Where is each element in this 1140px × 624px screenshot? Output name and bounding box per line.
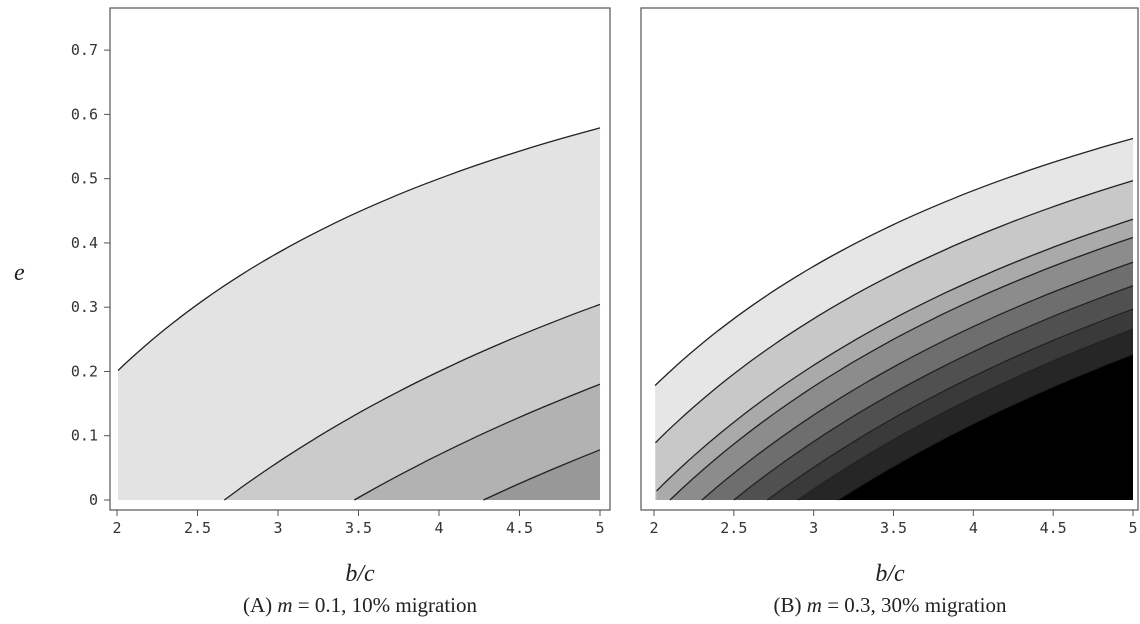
panel-b: 2 2.5 3 3.5 4 4.5 5 b/c (B) m = 0.3, 30% migra… (640, 7, 1139, 617)
x-tick-label-a-4: 4 (434, 519, 443, 537)
y-tick-label-3: 0.3 (71, 298, 98, 316)
x-tick-label-a-2: 3 (273, 519, 282, 537)
x-tick-label-b-5: 4.5 (1040, 519, 1067, 537)
contour-lines-b (654, 137, 1134, 501)
x-tick-label-a-5: 4.5 (506, 519, 533, 537)
y-tick-label-5: 0.5 (71, 170, 98, 188)
panel-a: 2 2.5 3 3.5 4 4.5 5 0 0.1 0.2 0.3 0.4 0.5 0.6 0.7 e b… (14, 7, 611, 617)
contour-band-a-3 (354, 384, 600, 500)
caption-a-prefix: (A) (243, 593, 277, 617)
contour-line-b-7 (767, 308, 1134, 501)
contour-line-b-6 (733, 285, 1134, 501)
x-ticks-a: 2 2.5 3 3.5 4 4.5 5 (112, 510, 605, 537)
contour-line-b-8 (797, 328, 1134, 501)
plot-frame-b (640, 7, 1139, 511)
contour-line-a-1 (117, 127, 601, 371)
x-tick-label-b-0: 2 (649, 519, 658, 537)
y-tick-label-1: 0.1 (71, 427, 98, 445)
contour-line-b-4 (669, 236, 1134, 501)
contour-line-b-9 (837, 353, 1134, 501)
x-tick-label-b-3: 3.5 (880, 519, 907, 537)
caption-b-rest: = 0.3, 30% migration (822, 593, 1007, 617)
plot-frame-a (109, 7, 611, 511)
x-tick-label-a-3: 3.5 (345, 519, 372, 537)
caption-b-var: m (807, 593, 822, 617)
y-tick-label-2: 0.2 (71, 362, 98, 380)
caption-a: (A) m = 0.1, 10% migration (243, 593, 478, 617)
contour-line-b-1 (654, 137, 1134, 386)
contour-band-a-4 (483, 449, 600, 500)
x-axis-label-b: b/c (875, 561, 905, 587)
y-axis-label: e (14, 260, 25, 286)
contour-line-b-5 (701, 261, 1134, 501)
x-tick-label-a-0: 2 (112, 519, 121, 537)
caption-a-rest: = 0.1, 10% migration (293, 593, 478, 617)
contour-line-a-2 (223, 303, 601, 501)
y-ticks-a: 0 0.1 0.2 0.3 0.4 0.5 0.6 0.7 (71, 41, 110, 509)
x-axis-label-a: b/c (345, 561, 375, 587)
contour-line-a-4 (483, 449, 601, 501)
x-tick-label-b-4: 4 (969, 519, 978, 537)
x-tick-label-b-2: 3 (809, 519, 818, 537)
contour-line-b-2 (654, 179, 1134, 444)
contour-fills-b (654, 18, 1133, 501)
contour-band-b-9 (837, 354, 1133, 500)
x-tick-label-a-1: 2.5 (184, 519, 211, 537)
contour-fills-a (117, 18, 601, 501)
x-ticks-b: 2 2.5 3 3.5 4 4.5 5 (649, 510, 1138, 537)
contour-lines-a (117, 127, 601, 501)
y-tick-label-0: 0 (89, 491, 98, 509)
x-tick-label-b-6: 5 (1128, 519, 1137, 537)
caption-b: (B) m = 0.3, 30% migration (774, 593, 1007, 617)
x-tick-label-a-6: 5 (595, 519, 604, 537)
contour-line-b-3 (656, 218, 1134, 492)
y-tick-label-7: 0.7 (71, 41, 98, 59)
contour-line-a-3 (353, 383, 601, 501)
x-tick-label-b-1: 2.5 (720, 519, 747, 537)
y-tick-label-6: 0.6 (71, 105, 98, 123)
caption-b-prefix: (B) (774, 593, 807, 617)
y-tick-label-4: 0.4 (71, 234, 98, 252)
caption-a-var: m (277, 593, 292, 617)
